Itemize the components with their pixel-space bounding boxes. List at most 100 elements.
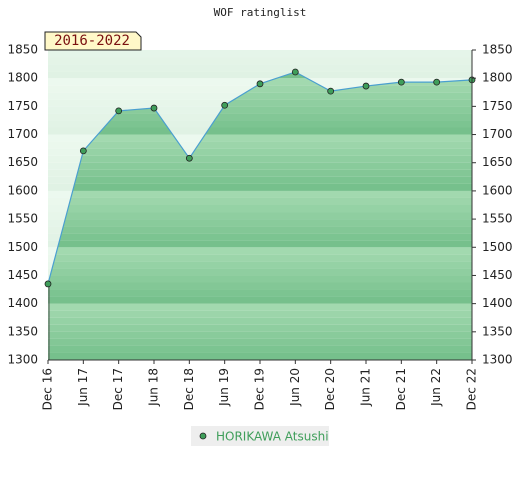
area-band bbox=[48, 310, 472, 318]
area-band bbox=[48, 254, 472, 262]
y-tick-label: 1750 bbox=[7, 99, 38, 113]
area-band bbox=[48, 169, 472, 177]
x-tick-label: Jun 17 bbox=[76, 368, 90, 407]
area-band bbox=[48, 85, 472, 93]
data-point bbox=[397, 78, 405, 86]
y-tick-label: 1500 bbox=[7, 240, 38, 254]
y-tick-label: 1800 bbox=[7, 71, 38, 85]
area-band bbox=[48, 240, 472, 248]
area-band bbox=[48, 296, 472, 304]
data-point bbox=[433, 78, 441, 86]
x-tick-label: Dec 20 bbox=[323, 368, 337, 410]
area-band bbox=[48, 289, 472, 297]
area-band bbox=[48, 233, 472, 241]
area-band bbox=[48, 148, 472, 156]
y2-tick-label: 1500 bbox=[482, 240, 513, 254]
area-fill bbox=[48, 71, 472, 360]
area-band bbox=[48, 162, 472, 170]
y2-tick-label: 1850 bbox=[482, 43, 513, 57]
y-tick-label: 1300 bbox=[7, 353, 38, 367]
area-band bbox=[48, 190, 472, 198]
area-band bbox=[48, 92, 472, 100]
legend-label: HORIKAWA Atsushi bbox=[216, 430, 329, 444]
area-band bbox=[48, 282, 472, 290]
area-band bbox=[48, 176, 472, 184]
y2-tick-label: 1600 bbox=[482, 183, 513, 197]
x-tick-label: Jun 21 bbox=[359, 368, 373, 407]
y2-tick-label: 1400 bbox=[482, 296, 513, 310]
area-band bbox=[48, 205, 472, 213]
x-tick-label: Jun 18 bbox=[147, 368, 161, 407]
y-tick-label: 1600 bbox=[7, 183, 38, 197]
plot-band bbox=[48, 50, 472, 58]
area-band bbox=[48, 99, 472, 107]
badge-text: 2016-2022 bbox=[54, 33, 130, 49]
data-point bbox=[256, 80, 264, 88]
chart-title: WOF ratinglist bbox=[214, 6, 307, 19]
data-point bbox=[115, 107, 123, 115]
legend-marker bbox=[199, 432, 207, 440]
data-point bbox=[291, 68, 299, 76]
area-band bbox=[48, 352, 472, 360]
area-band bbox=[48, 127, 472, 135]
area-band bbox=[48, 331, 472, 339]
x-tick-label: Dec 17 bbox=[111, 368, 125, 410]
area-band bbox=[48, 120, 472, 128]
area-band bbox=[48, 268, 472, 276]
y-tick-label: 1700 bbox=[7, 127, 38, 141]
area-band bbox=[48, 113, 472, 121]
x-tick-label: Dec 18 bbox=[182, 368, 196, 410]
data-point bbox=[327, 87, 335, 95]
data-point bbox=[185, 154, 193, 162]
area-band bbox=[48, 197, 472, 205]
y-tick-label: 1650 bbox=[7, 155, 38, 169]
area-band bbox=[48, 338, 472, 346]
plot-band bbox=[48, 64, 472, 72]
plot-band bbox=[48, 71, 472, 79]
y2-tick-label: 1450 bbox=[482, 268, 513, 282]
area-band bbox=[48, 134, 472, 142]
x-tick-label: Dec 16 bbox=[41, 368, 55, 410]
area-band bbox=[48, 275, 472, 283]
area-band bbox=[48, 324, 472, 332]
area-band bbox=[48, 226, 472, 234]
legend-box bbox=[191, 426, 329, 446]
x-tick-label: Dec 22 bbox=[465, 368, 479, 410]
area-band bbox=[48, 317, 472, 325]
area-band bbox=[48, 247, 472, 255]
area-band bbox=[48, 219, 472, 227]
y2-tick-label: 1800 bbox=[482, 71, 513, 85]
area-band bbox=[48, 141, 472, 149]
y2-tick-label: 1350 bbox=[482, 324, 513, 338]
y2-tick-label: 1750 bbox=[482, 99, 513, 113]
area-band bbox=[48, 345, 472, 353]
y-tick-label: 1450 bbox=[7, 268, 38, 282]
y2-tick-label: 1650 bbox=[482, 155, 513, 169]
x-tick-label: Dec 21 bbox=[394, 368, 408, 410]
x-tick-label: Dec 19 bbox=[253, 368, 267, 410]
data-point bbox=[150, 104, 158, 112]
y2-tick-label: 1700 bbox=[482, 127, 513, 141]
data-point bbox=[362, 82, 370, 90]
y-tick-label: 1850 bbox=[7, 43, 38, 57]
plot-band bbox=[48, 57, 472, 65]
y-tick-label: 1550 bbox=[7, 212, 38, 226]
area-band bbox=[48, 261, 472, 269]
area-band bbox=[48, 212, 472, 220]
x-tick-label: Jun 19 bbox=[217, 368, 231, 407]
y-tick-label: 1350 bbox=[7, 324, 38, 338]
area-band bbox=[48, 155, 472, 163]
y2-tick-label: 1300 bbox=[482, 353, 513, 367]
area-band bbox=[48, 183, 472, 191]
y-tick-label: 1400 bbox=[7, 296, 38, 310]
area-band bbox=[48, 106, 472, 114]
badge-box bbox=[44, 31, 142, 51]
data-point bbox=[221, 101, 229, 109]
x-tick-label: Jun 22 bbox=[429, 368, 443, 407]
data-point bbox=[79, 147, 87, 155]
data-point bbox=[44, 280, 52, 288]
area-band bbox=[48, 303, 472, 311]
y2-tick-label: 1550 bbox=[482, 212, 513, 226]
